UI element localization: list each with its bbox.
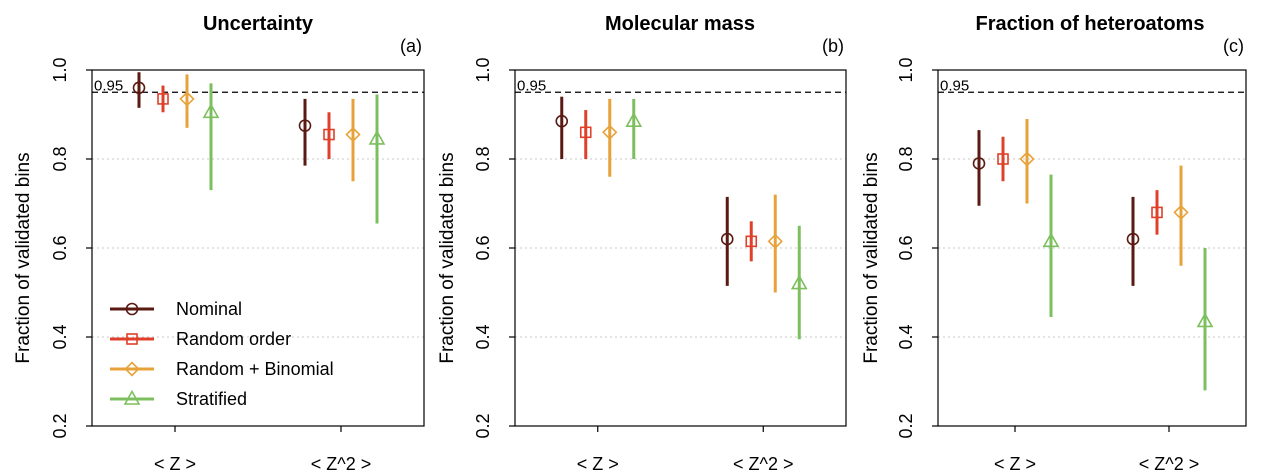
panel-label: (c): [1223, 36, 1244, 56]
legend-entry: Random order: [176, 329, 291, 349]
data-point-diamond: [767, 233, 783, 249]
y-tick-label: 1.0: [473, 57, 493, 82]
data-point-square: [579, 126, 592, 139]
data-point-circle: [555, 114, 569, 128]
data-point-circle: [298, 119, 312, 132]
legend: Nominal Random order Random + Binomial Stra…: [110, 299, 334, 409]
chart-title: Fraction of heteroatoms: [976, 13, 1205, 35]
y-tick-label: 1.0: [896, 57, 916, 82]
data-point-circle: [1126, 232, 1140, 246]
data-point-diamond: [1019, 151, 1035, 167]
legend-marker-circle: [125, 302, 139, 316]
reference-line-label: 0.95: [940, 77, 969, 94]
chart-panel-2: 0.95 0.2 0.4 0.6 0.8 1.0 Fraction of validated…: [437, 13, 847, 472]
y-axis-label: Fraction of validated bins: [437, 152, 458, 363]
chart-title: Molecular mass: [605, 13, 755, 35]
panel-label: (a): [400, 36, 422, 56]
y-tick-label: 0.2: [50, 413, 70, 438]
data-point-triangle: [368, 129, 386, 145]
y-tick-label: 1.0: [50, 57, 70, 82]
data-point-square: [323, 128, 335, 141]
data-point-triangle: [790, 274, 808, 290]
data-point-diamond: [1173, 204, 1189, 221]
data-point-circle: [720, 232, 734, 246]
x-tick-label: < Z >: [154, 454, 196, 472]
data-point-triangle: [1042, 232, 1060, 248]
y-axis-label: Fraction of validated bins: [861, 152, 882, 363]
y-tick-label: 0.2: [896, 413, 916, 438]
y-tick-label: 0.8: [473, 146, 493, 171]
x-tick-label: < Z^2 >: [311, 454, 371, 472]
data-point-triangle: [625, 112, 643, 127]
data-point-diamond: [179, 91, 195, 107]
data-point-diamond: [345, 126, 361, 143]
legend-entry: Random + Binomial: [176, 359, 334, 379]
data-point-square: [745, 235, 758, 248]
legend-entry: Nominal: [176, 299, 242, 319]
y-tick-label: 0.6: [50, 235, 70, 260]
data-point-diamond: [602, 124, 618, 140]
data-point-triangle: [202, 103, 220, 119]
y-tick-label: 0.2: [473, 413, 493, 438]
y-tick-label: 0.8: [896, 146, 916, 171]
y-tick-label: 0.6: [473, 235, 493, 260]
data-point-circle: [972, 157, 986, 170]
data-point-square: [1151, 206, 1163, 219]
y-tick-label: 0.4: [896, 324, 916, 349]
y-tick-label: 0.6: [896, 235, 916, 260]
legend-entry: Stratified: [176, 389, 247, 409]
x-tick-label: < Z^2 >: [1139, 454, 1199, 472]
reference-line-label: 0.95: [94, 77, 123, 94]
legend-marker-triangle: [123, 389, 141, 405]
x-tick-label: < Z^2 >: [733, 454, 793, 472]
panel-label: (b): [822, 36, 844, 56]
chart-panel-1: 0.95 0.2 0.4 0.6 0.8 1.0 Fraction of validated…: [13, 13, 425, 472]
x-tick-label: < Z >: [577, 454, 619, 472]
y-tick-label: 0.8: [50, 146, 70, 171]
reference-line-label: 0.95: [517, 77, 546, 94]
x-tick-label: < Z >: [994, 454, 1036, 472]
y-tick-label: 0.4: [50, 324, 70, 349]
data-point-square: [157, 93, 169, 105]
y-axis-label: Fraction of validated bins: [13, 152, 34, 363]
y-tick-label: 0.4: [473, 324, 493, 349]
data-point-circle: [132, 81, 146, 95]
data-point-square: [997, 153, 1009, 165]
legend-marker-square: [126, 333, 138, 345]
data-point-triangle: [1196, 312, 1214, 328]
legend-marker-diamond: [124, 361, 140, 377]
chart-title: Uncertainty: [203, 13, 314, 35]
chart-panel-3: 0.95 0.2 0.4 0.6 0.8 1.0 Fraction of validated…: [861, 13, 1247, 472]
